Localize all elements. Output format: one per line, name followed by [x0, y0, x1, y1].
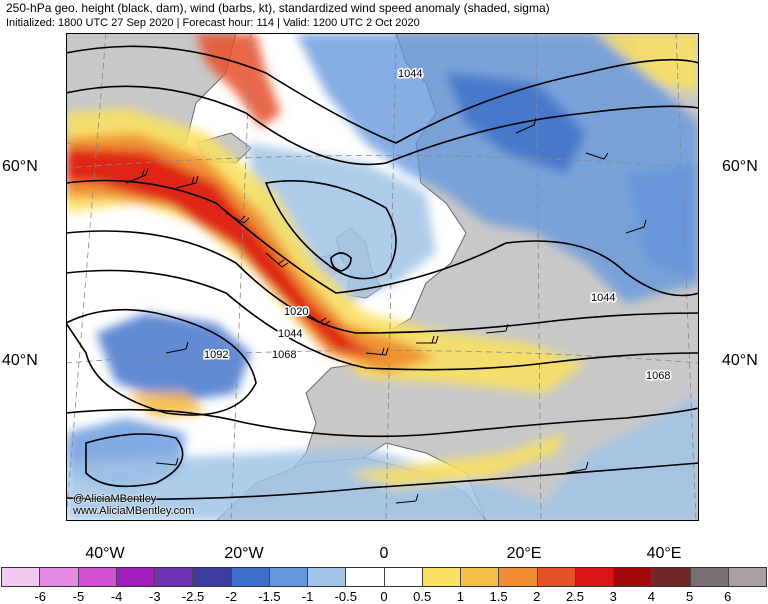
colorbar-tick-label: -3 — [149, 589, 161, 604]
colorbar-swatch — [728, 568, 766, 586]
lon-label-20e: 20°E — [506, 545, 542, 562]
colorbar-swatch — [40, 568, 79, 586]
colorbar-swatch — [269, 568, 308, 586]
colorbar-swatch — [461, 568, 500, 586]
contour-label: 1044 — [278, 328, 302, 340]
contour-labels: 1044 1020 1044 1068 1092 1044 1068 — [203, 67, 672, 384]
colorbar-tick-label: 1.5 — [489, 589, 508, 604]
colorbar-swatch — [308, 568, 347, 586]
contour-label: 1068 — [646, 370, 670, 382]
lat-label-40n-left: 40°N — [2, 352, 38, 369]
anomaly-blue-north — [296, 33, 699, 303]
lon-label-20w: 20°W — [224, 545, 264, 562]
map-subtitle: Initialized: 1800 UTC 27 Sep 2020 | Fore… — [6, 17, 420, 29]
colorbar-tick-label: -1 — [301, 589, 314, 604]
colorbar-swatch — [537, 568, 576, 586]
credit-handle: @AliciaMBentley — [73, 493, 157, 505]
contour-label: 1044 — [591, 292, 615, 304]
colorbar-swatch — [652, 568, 691, 586]
lat-label-60n-left: 60°N — [2, 158, 38, 175]
colorbar-swatch — [690, 568, 729, 586]
lat-label-60n-right: 60°N — [722, 158, 758, 175]
colorbar-tick-label: 6 — [724, 589, 732, 604]
contour-label: 1044 — [398, 68, 422, 80]
contour-label: 1020 — [284, 306, 308, 318]
contour-label: 1092 — [204, 349, 228, 361]
colorbar-swatch — [575, 568, 614, 586]
colorbar-tick-label: -1.5 — [258, 589, 281, 604]
colorbar-swatch — [346, 568, 385, 586]
colorbar-tick-label: -5 — [72, 589, 85, 604]
map-title: 250-hPa geo. height (black, dam), wind (… — [6, 1, 550, 15]
credit-block: @AliciaMBentley www.AliciaMBentley.com — [73, 493, 194, 517]
lat-label-40n-right: 40°N — [722, 352, 758, 369]
colorbar-tick-label: 0.5 — [413, 589, 432, 604]
map-canvas: 1044 1020 1044 1068 1092 1044 1068 — [66, 33, 699, 521]
colorbar-swatch — [231, 568, 270, 586]
lon-label-0: 0 — [379, 545, 389, 562]
colorbar-tick-label: -2 — [225, 589, 237, 604]
colorbar — [2, 568, 766, 586]
colorbar-swatch — [155, 568, 194, 586]
colorbar-tick-label: 3 — [609, 589, 617, 604]
colorbar-swatch — [193, 568, 232, 586]
colorbar-swatch — [384, 568, 423, 586]
colorbar-swatch — [78, 568, 117, 586]
anomaly-red-core — [66, 148, 386, 358]
map-panel: 1044 1020 1044 1068 1092 1044 1068 — [66, 33, 699, 521]
map-border — [66, 33, 699, 521]
anomaly-blue-south — [66, 393, 699, 521]
colorbar-tick-label: 2 — [533, 589, 541, 604]
anomaly-blue-west — [96, 313, 251, 403]
lon-label-40w: 40°W — [85, 545, 125, 562]
colorbar-tick-label: 4 — [647, 589, 656, 604]
colorbar-tick-label: -0.5 — [334, 589, 357, 604]
anomaly-yellow-northeast — [596, 33, 699, 93]
colorbar-tick-label: 1 — [456, 589, 465, 604]
colorbar-tick-label: -6 — [34, 589, 46, 604]
credit-website: www.AliciaMBentley.com — [73, 505, 195, 517]
colorbar-swatch — [2, 568, 41, 586]
colorbar-swatch — [499, 568, 538, 586]
anomaly-yellow-south — [346, 433, 566, 488]
wind-barbs — [125, 117, 647, 504]
colorbar-tick-label: 5 — [685, 589, 694, 604]
colorbar-tick-label: -4 — [110, 589, 123, 604]
anomaly-blue-east — [626, 163, 699, 283]
colorbar-swatch — [116, 568, 155, 586]
colorbar-swatch — [614, 568, 653, 586]
colorbar-tick-label: 2.5 — [565, 589, 585, 604]
colorbar-swatch — [422, 568, 461, 586]
height-contours — [66, 45, 699, 501]
contour-label: 1068 — [272, 349, 296, 361]
anomaly-blue-mid — [246, 143, 436, 303]
colorbar-tick-label: -2.5 — [181, 589, 205, 604]
colorbar-tick-label: 0 — [380, 589, 388, 604]
lon-label-40e: 40°E — [646, 545, 682, 562]
